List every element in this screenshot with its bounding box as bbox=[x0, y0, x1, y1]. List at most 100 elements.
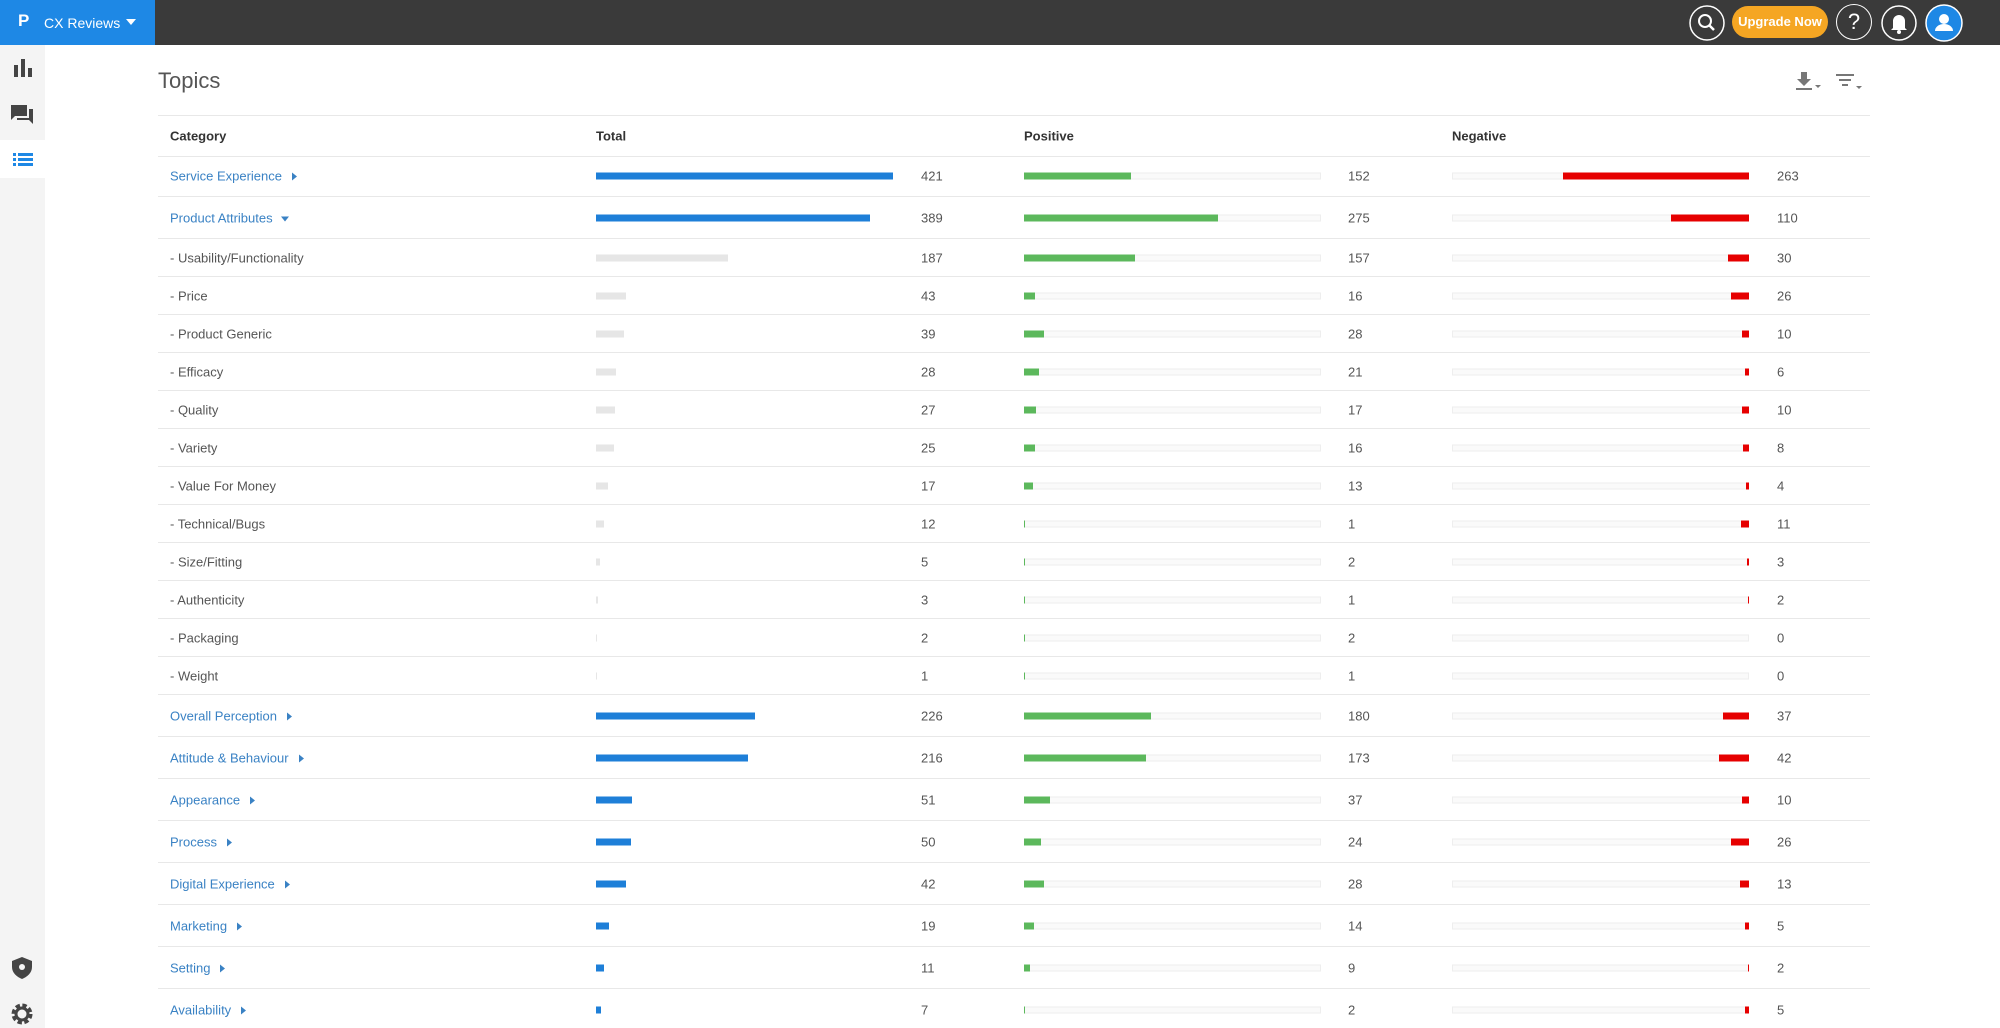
positive-bar bbox=[1024, 172, 1132, 179]
total-bar bbox=[596, 1006, 601, 1013]
total-bar bbox=[596, 520, 605, 527]
negative-value: 13 bbox=[1777, 876, 1792, 891]
privacy-icon[interactable] bbox=[12, 957, 32, 979]
topic-name: - Quality bbox=[170, 402, 219, 417]
expand-caret[interactable] bbox=[248, 796, 256, 805]
negative-track bbox=[1452, 964, 1749, 971]
header-row: Category Total Positive Negative bbox=[158, 115, 1870, 157]
negative-track bbox=[1452, 596, 1749, 603]
positive-bar bbox=[1024, 482, 1034, 489]
column-header: Positive bbox=[1024, 128, 1074, 144]
download-button[interactable] bbox=[1795, 72, 1825, 94]
negative-bar bbox=[1563, 172, 1749, 179]
total-value: 216 bbox=[921, 750, 943, 765]
total-value: 421 bbox=[921, 168, 943, 183]
top-bar: P CX Reviews Upgrade Now ? bbox=[0, 0, 2000, 45]
subtopic-name: - Efficacy bbox=[170, 364, 223, 379]
negative-track bbox=[1452, 838, 1749, 845]
column-header: Negative bbox=[1452, 128, 1507, 144]
expand-caret[interactable] bbox=[285, 712, 293, 721]
search-button[interactable] bbox=[1688, 4, 1726, 42]
topic-row: Overall Perception 226 180 37 bbox=[158, 695, 1870, 737]
expand-caret[interactable] bbox=[218, 964, 226, 973]
total-value: 187 bbox=[921, 250, 943, 265]
negative-value: 263 bbox=[1777, 168, 1799, 183]
positive-value: 157 bbox=[1348, 250, 1370, 265]
upgrade-button[interactable]: Upgrade Now bbox=[1732, 6, 1828, 38]
negative-value: 3 bbox=[1777, 554, 1785, 569]
positive-bar bbox=[1024, 838, 1041, 845]
reviews-icon[interactable] bbox=[11, 105, 33, 125]
topic-link[interactable]: Service Experience bbox=[170, 168, 298, 183]
positive-bar bbox=[1024, 406, 1036, 413]
negative-track bbox=[1452, 796, 1749, 803]
topic-link[interactable]: Overall Perception bbox=[170, 708, 293, 723]
positive-bar bbox=[1024, 368, 1039, 375]
topic-link[interactable]: Product Attributes bbox=[170, 210, 289, 225]
total-value: 389 bbox=[921, 210, 943, 225]
negative-value: 0 bbox=[1777, 668, 1785, 683]
positive-value: 275 bbox=[1348, 210, 1370, 225]
negative-track bbox=[1452, 520, 1749, 527]
total-bar bbox=[596, 964, 604, 971]
topic-link[interactable]: Digital Experience bbox=[170, 876, 291, 891]
topics-icon bbox=[13, 153, 33, 166]
positive-bar bbox=[1024, 880, 1044, 887]
negative-value: 37 bbox=[1777, 708, 1792, 723]
topic-row: Service Experience 421 152 263 bbox=[158, 155, 1870, 197]
topic-link[interactable]: Attitude & Behaviour bbox=[170, 750, 305, 765]
expand-caret[interactable] bbox=[239, 1006, 247, 1015]
expand-caret[interactable] bbox=[283, 880, 291, 889]
subtopic-name: - Packaging bbox=[170, 630, 239, 645]
negative-value: 6 bbox=[1777, 364, 1785, 379]
subtopic-row: - Efficacy 28 21 6 bbox=[158, 353, 1870, 391]
negative-track bbox=[1452, 330, 1749, 337]
app-switcher[interactable]: P CX Reviews bbox=[0, 0, 155, 45]
negative-track bbox=[1452, 1006, 1749, 1013]
expand-caret[interactable] bbox=[235, 922, 243, 931]
negative-value: 26 bbox=[1777, 288, 1792, 303]
topic-link[interactable]: Appearance bbox=[170, 792, 256, 807]
total-bar bbox=[596, 368, 616, 375]
positive-track bbox=[1024, 838, 1321, 845]
help-button[interactable]: ? bbox=[1836, 4, 1872, 40]
settings-icon[interactable] bbox=[11, 1003, 33, 1025]
expand-caret[interactable] bbox=[297, 754, 305, 763]
positive-value: 28 bbox=[1348, 326, 1363, 341]
negative-bar bbox=[1741, 796, 1749, 803]
notifications-button[interactable] bbox=[1880, 4, 1918, 42]
subtopic-name: - Product Generic bbox=[170, 326, 272, 341]
negative-value: 4 bbox=[1777, 478, 1785, 493]
expand-caret[interactable] bbox=[290, 172, 298, 181]
topic-link[interactable]: Process bbox=[170, 834, 233, 849]
filter-button[interactable] bbox=[1836, 74, 1866, 94]
negative-value: 11 bbox=[1777, 516, 1791, 531]
expand-caret[interactable] bbox=[225, 838, 233, 847]
positive-value: 37 bbox=[1348, 792, 1363, 807]
negative-track bbox=[1452, 922, 1749, 929]
total-value: 1 bbox=[921, 668, 929, 683]
negative-track bbox=[1452, 368, 1749, 375]
collapse-caret[interactable] bbox=[280, 215, 289, 223]
negative-track bbox=[1452, 634, 1749, 641]
user-button[interactable] bbox=[1924, 3, 1964, 43]
subtopic-name: - Value For Money bbox=[170, 478, 276, 493]
positive-track bbox=[1024, 1006, 1321, 1013]
subtopic-row: - Price 43 16 26 bbox=[158, 277, 1870, 315]
negative-track bbox=[1452, 482, 1749, 489]
topic-link[interactable]: Setting bbox=[170, 960, 226, 975]
total-value: 226 bbox=[921, 708, 943, 723]
negative-value: 10 bbox=[1777, 792, 1792, 807]
negative-bar bbox=[1745, 922, 1749, 929]
topic-link[interactable]: Marketing bbox=[170, 918, 243, 933]
dashboard-icon[interactable] bbox=[13, 59, 33, 77]
total-value: 19 bbox=[921, 918, 936, 933]
negative-track bbox=[1452, 444, 1749, 451]
subtopic-name: - Price bbox=[170, 288, 208, 303]
total-bar bbox=[596, 672, 597, 679]
positive-bar bbox=[1024, 596, 1025, 603]
topic-name: - Variety bbox=[170, 440, 218, 455]
positive-bar bbox=[1024, 1006, 1026, 1013]
topic-link[interactable]: Availability bbox=[170, 1002, 247, 1017]
topics-nav[interactable] bbox=[0, 140, 45, 178]
